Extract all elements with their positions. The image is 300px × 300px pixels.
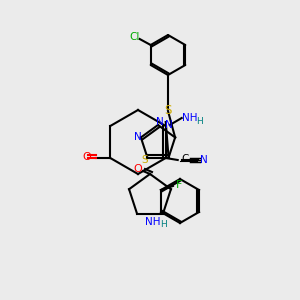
Text: N: N	[156, 117, 164, 127]
Text: O: O	[134, 164, 142, 174]
Text: S: S	[141, 154, 148, 165]
Text: NH: NH	[182, 113, 197, 123]
Text: NH: NH	[145, 217, 161, 227]
Text: F: F	[176, 180, 182, 190]
Text: Cl: Cl	[130, 32, 140, 42]
Text: O: O	[82, 152, 91, 162]
Text: H: H	[196, 116, 203, 125]
Text: N: N	[200, 155, 208, 165]
Text: H: H	[160, 220, 167, 229]
Text: C: C	[181, 154, 188, 164]
Text: N: N	[165, 120, 172, 130]
Text: S: S	[164, 104, 172, 118]
Text: N: N	[134, 132, 142, 142]
